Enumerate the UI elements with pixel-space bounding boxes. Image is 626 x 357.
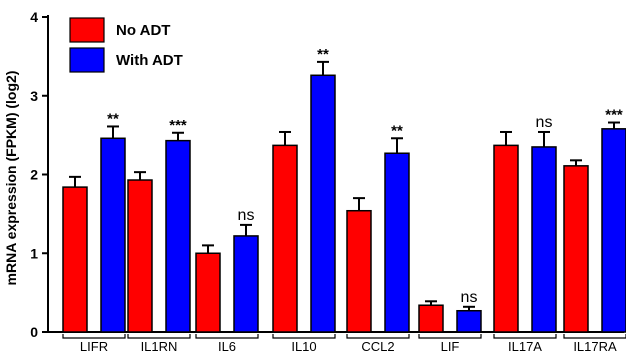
- x-tick-label: CCL2: [361, 339, 394, 352]
- bar-no-adt: [195, 252, 221, 333]
- category-bracket: [493, 334, 557, 339]
- bar-with-adt: [456, 309, 482, 333]
- bar-no-adt: [62, 186, 88, 333]
- x-tick-label: IL1RN: [141, 339, 178, 352]
- significance-label: **: [317, 46, 329, 63]
- legend-swatch: [69, 47, 105, 73]
- bar-with-adt: [384, 152, 410, 333]
- legend-label: With ADT: [116, 52, 183, 69]
- x-tick-label: IL10: [291, 339, 316, 352]
- bar-no-adt: [493, 144, 519, 333]
- x-tick-label: LIFR: [80, 339, 108, 352]
- significance-label: **: [107, 110, 119, 127]
- category-bracket: [195, 334, 259, 339]
- significance-label: **: [391, 122, 403, 139]
- significance-label: ***: [169, 117, 187, 134]
- significance-label: ns: [536, 114, 553, 131]
- legend-swatch: [69, 17, 105, 43]
- legend: No ADT With ADT: [69, 17, 183, 73]
- bar-no-adt: [346, 209, 372, 333]
- bar-no-adt: [272, 144, 298, 333]
- axes: 0 1 2 3 4 LIFR IL1RN IL6 IL10 CCL2 LIF IL17A IL17RA: [30, 9, 626, 354]
- significance-label: ns: [461, 289, 478, 306]
- y-tick-label: 3: [30, 88, 38, 104]
- y-tick-label: 0: [30, 324, 38, 340]
- y-tick-label: 2: [30, 167, 38, 183]
- significance-label: ***: [605, 107, 623, 124]
- y-axis-label: mRNA expression (FPKM) (log2): [3, 71, 19, 286]
- bar-with-adt: [310, 74, 336, 333]
- legend-label: No ADT: [116, 22, 170, 39]
- category-bracket: [272, 334, 336, 339]
- bar-with-adt: [233, 235, 259, 333]
- bar-no-adt: [563, 165, 589, 333]
- bar-with-adt: [601, 128, 626, 333]
- category-bracket: [62, 334, 126, 339]
- x-tick-label: IL17RA: [573, 339, 617, 352]
- bar-with-adt: [531, 146, 557, 333]
- category-bracket: [127, 334, 191, 339]
- bar-no-adt: [127, 179, 153, 333]
- significance-label: ns: [238, 207, 255, 224]
- bar-no-adt: [418, 304, 444, 333]
- x-tick-label: IL17A: [508, 339, 542, 352]
- category-bracket: [346, 334, 410, 339]
- x-tick-label: IL6: [218, 339, 236, 352]
- x-tick-label: LIF: [441, 339, 460, 352]
- category-bracket: [418, 334, 482, 339]
- y-tick-label: 1: [30, 245, 38, 261]
- bar-with-adt: [100, 137, 126, 333]
- category-bracket: [563, 334, 626, 339]
- y-tick-label: 4: [30, 9, 38, 25]
- bar-with-adt: [165, 139, 191, 333]
